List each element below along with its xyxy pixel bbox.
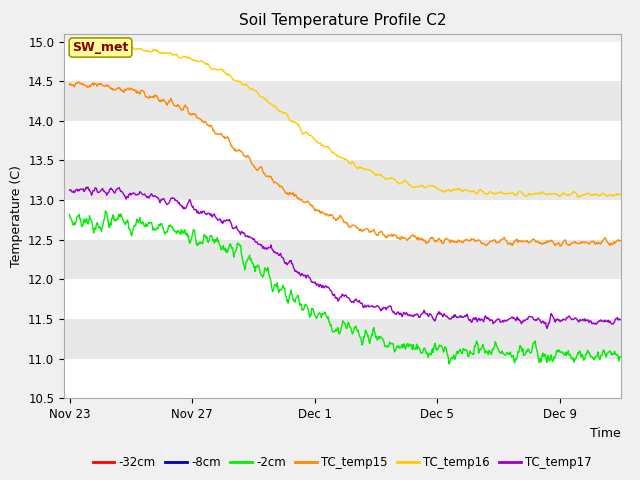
Bar: [64, 240, 621, 279]
Legend: -32cm, -8cm, -2cm, TC_temp15, TC_temp16, TC_temp17: -32cm, -8cm, -2cm, TC_temp15, TC_temp16,…: [88, 452, 596, 474]
Bar: [64, 42, 621, 81]
Bar: [64, 200, 621, 240]
Bar: [64, 160, 621, 200]
Bar: [64, 359, 621, 398]
Bar: [64, 279, 621, 319]
Bar: [64, 319, 621, 359]
Title: Soil Temperature Profile C2: Soil Temperature Profile C2: [239, 13, 446, 28]
Text: SW_met: SW_met: [72, 41, 129, 54]
X-axis label: Time: Time: [590, 427, 621, 440]
Bar: [64, 121, 621, 160]
Y-axis label: Temperature (C): Temperature (C): [10, 165, 22, 267]
Bar: [64, 81, 621, 121]
